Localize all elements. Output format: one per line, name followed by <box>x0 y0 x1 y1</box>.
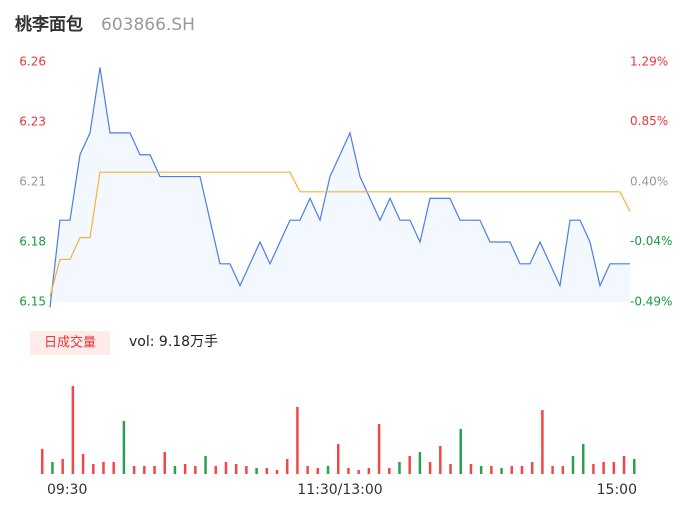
volume-bar <box>122 421 126 474</box>
volume-bar <box>81 454 85 474</box>
volume-bar <box>204 456 207 474</box>
x-tick-label: 09:30 <box>47 482 87 498</box>
legend-label: 日成交量 <box>44 335 96 351</box>
volume-bar <box>418 452 422 474</box>
price-area <box>50 67 630 308</box>
y2-tick-label: -0.49% <box>630 295 672 309</box>
volume-bar <box>602 462 605 474</box>
stock-code: 603866.SH <box>101 15 195 35</box>
y-tick-label: 6.18 <box>19 235 46 249</box>
volume-bar <box>132 466 136 474</box>
volume-bar <box>551 466 554 474</box>
volume-bar <box>398 462 401 474</box>
volume-total: vol: 9.18万手 <box>129 334 218 350</box>
volume-bar <box>449 464 452 474</box>
volume-bar <box>112 462 115 474</box>
volume-bar <box>612 462 616 474</box>
volume-bar <box>541 410 544 474</box>
y2-tick-label: 0.85% <box>630 114 668 128</box>
volume-bar <box>255 468 258 474</box>
volume-bar <box>479 466 483 474</box>
volume-bar <box>520 466 524 474</box>
volume-bar <box>592 464 595 474</box>
x-tick-label: 15:00 <box>597 482 637 498</box>
volume-bar <box>153 466 156 474</box>
volume-bar <box>469 464 473 474</box>
y-tick-label: 6.23 <box>19 115 46 129</box>
volume-bar <box>377 424 381 474</box>
volume-bar <box>530 462 534 474</box>
volume-bar <box>71 386 75 474</box>
volume-bar <box>61 459 64 474</box>
volume-bar <box>173 466 177 474</box>
volume-bar <box>408 456 411 474</box>
volume-bar <box>234 464 238 474</box>
volume-bar <box>194 466 197 474</box>
volume-bar <box>571 456 575 474</box>
volume-bar <box>265 468 269 474</box>
y-tick-label: 6.26 <box>19 55 46 69</box>
x-tick-label: 11:30/13:00 <box>297 482 382 498</box>
volume-bar <box>163 452 166 474</box>
y2-tick-label: 0.40% <box>630 175 668 189</box>
legend-box <box>30 331 110 355</box>
volume-bar <box>459 429 462 474</box>
volume-bar <box>633 459 636 474</box>
volume-bar <box>388 468 391 474</box>
volume-bar <box>439 446 442 474</box>
volume-bar <box>41 449 44 474</box>
volume-bar <box>428 462 432 474</box>
volume-bar <box>357 470 360 474</box>
volume-bar <box>183 464 187 474</box>
volume-bar <box>224 462 228 474</box>
volume-bar <box>92 464 95 474</box>
y-tick-label: 6.21 <box>19 175 46 189</box>
volume-bar <box>490 466 493 474</box>
volume-bar <box>561 466 565 474</box>
average-line <box>49 171 631 297</box>
volume-bar <box>316 468 320 474</box>
volume-bar <box>622 456 626 474</box>
volume-bar <box>296 407 299 474</box>
volume-bar <box>326 466 330 474</box>
volume-bar <box>337 444 340 474</box>
volume-bar <box>581 444 585 474</box>
volume-bar <box>102 462 105 474</box>
volume-bar <box>143 466 146 474</box>
volume-bar <box>500 468 503 474</box>
volume-bar <box>51 462 54 474</box>
y-tick-label: 6.15 <box>19 295 46 309</box>
volume-bar <box>275 470 279 474</box>
volume-bar <box>510 466 514 474</box>
price-line <box>49 67 630 308</box>
volume-bar <box>347 468 350 474</box>
y2-tick-label: 1.29% <box>630 55 668 69</box>
volume-bar <box>285 459 289 474</box>
volume-bar <box>367 468 371 474</box>
y2-tick-label: -0.04% <box>630 234 672 248</box>
volume-bar <box>245 466 248 474</box>
volume-bar <box>306 466 309 474</box>
stock-name: 桃李面包 <box>15 14 83 35</box>
volume-bar <box>214 466 218 474</box>
